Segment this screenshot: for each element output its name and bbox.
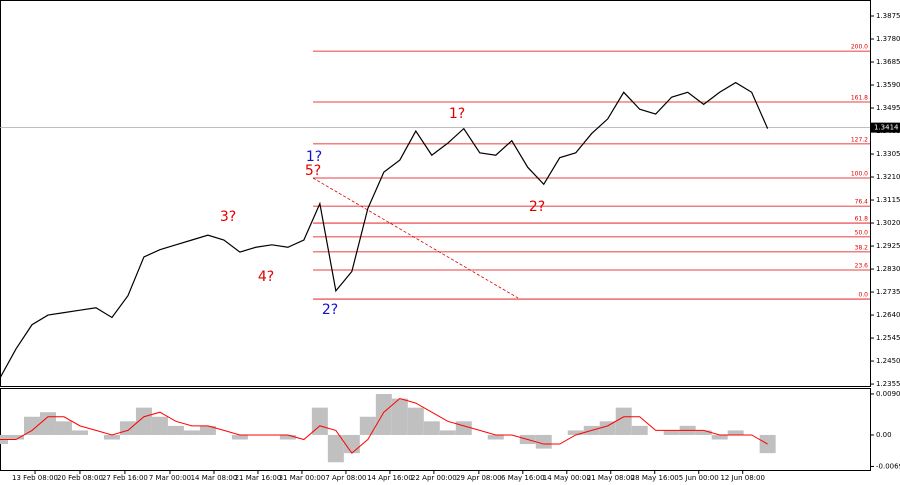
y-tick-label: 0.00901 bbox=[876, 390, 900, 398]
y-tick-label: 1.2925 bbox=[876, 242, 900, 250]
macd-bar bbox=[343, 434, 360, 454]
y-tick-label: 1.2355 bbox=[876, 380, 900, 388]
price-line bbox=[0, 81, 769, 379]
macd-bar bbox=[455, 421, 472, 435]
wave-label: 5? bbox=[305, 163, 321, 179]
x-tick-label: 5 Jun 00:00 bbox=[679, 474, 719, 482]
macd-panel bbox=[0, 388, 871, 471]
macd-bar bbox=[327, 434, 344, 463]
x-tick-label: 21 May 08:00 bbox=[587, 474, 635, 482]
x-tick-label: 27 Feb 16:00 bbox=[102, 474, 148, 482]
y-tick-label: 1.3210 bbox=[876, 173, 900, 181]
macd-bar bbox=[535, 434, 552, 449]
price-panel bbox=[0, 0, 871, 387]
macd-bar bbox=[391, 398, 408, 435]
macd-bar bbox=[7, 434, 24, 440]
macd-bar bbox=[119, 421, 136, 435]
y-tick-label: 1.3875 bbox=[876, 12, 900, 20]
fib-label: 127.2 bbox=[851, 136, 868, 143]
macd-bar bbox=[727, 430, 744, 435]
wave-label: 4? bbox=[258, 269, 274, 285]
macd-bar bbox=[183, 430, 200, 435]
fib-label: 200.0 bbox=[851, 44, 868, 51]
y-tick-label: 0.00 bbox=[876, 431, 892, 439]
y-tick-label: 1.2545 bbox=[876, 334, 900, 342]
wave-label: 2? bbox=[529, 199, 545, 215]
y-tick-label: 1.3305 bbox=[876, 150, 900, 158]
macd-bar bbox=[711, 434, 728, 440]
wave-label: 1? bbox=[449, 106, 465, 122]
fib-label: 0.0 bbox=[858, 292, 868, 299]
current-price-box bbox=[871, 122, 900, 133]
fib-label: 100.0 bbox=[851, 171, 868, 178]
macd-bar bbox=[407, 407, 424, 435]
wave-label: 3? bbox=[220, 209, 236, 225]
y-tick-label: 1.2735 bbox=[876, 288, 900, 296]
current-price-label: 1.3414 bbox=[874, 124, 899, 132]
x-tick-label: 28 May 16:00 bbox=[631, 474, 679, 482]
macd-bar bbox=[359, 416, 376, 435]
macd-bar bbox=[55, 421, 72, 435]
macd-bar bbox=[439, 430, 456, 435]
x-tick-label: 12 Jun 08:00 bbox=[720, 474, 764, 482]
x-tick-label: 20 Feb 08:00 bbox=[57, 474, 103, 482]
fib-label: 161.8 bbox=[851, 94, 868, 101]
signal-line bbox=[0, 398, 768, 454]
macd-bar bbox=[567, 430, 584, 435]
macd-bar bbox=[631, 425, 648, 435]
macd-bar bbox=[103, 434, 120, 440]
macd-bar bbox=[199, 425, 216, 435]
y-tick-label: -0.00692 bbox=[876, 462, 900, 470]
macd-bar bbox=[71, 430, 88, 435]
x-tick-label: 7 Apr 08:00 bbox=[325, 474, 366, 482]
macd-bar bbox=[39, 412, 56, 435]
x-tick-label: 14 Apr 16:00 bbox=[367, 474, 413, 482]
x-tick-label: 22 Apr 00:00 bbox=[411, 474, 457, 482]
y-tick-label: 1.2830 bbox=[876, 265, 900, 273]
y-tick-label: 1.3590 bbox=[876, 81, 900, 89]
macd-bar bbox=[759, 434, 776, 454]
macd-bar bbox=[487, 434, 504, 440]
x-tick-label: 14 Mar 08:00 bbox=[191, 474, 238, 482]
macd-bar bbox=[167, 425, 184, 435]
wave-label: 2? bbox=[322, 302, 338, 318]
x-tick-label: 7 Mar 00:00 bbox=[149, 474, 191, 482]
x-tick-label: 6 May 16:00 bbox=[501, 474, 545, 482]
macd-bar bbox=[311, 407, 328, 435]
macd-bar bbox=[231, 434, 248, 440]
y-tick-label: 1.3495 bbox=[876, 104, 900, 112]
macd-bar bbox=[151, 416, 168, 435]
y-tick-label: 1.3115 bbox=[876, 196, 900, 204]
macd-bar bbox=[23, 416, 40, 435]
x-tick-label: 14 May 00:00 bbox=[543, 474, 591, 482]
y-tick-label: 1.3780 bbox=[876, 35, 900, 43]
x-tick-label: 31 Mar 00:00 bbox=[279, 474, 326, 482]
macd-bar bbox=[615, 407, 632, 435]
x-tick-label: 29 Apr 08:00 bbox=[456, 474, 502, 482]
x-tick-label: 13 Feb 08:00 bbox=[12, 474, 58, 482]
fib-label: 76.4 bbox=[855, 199, 869, 206]
y-tick-label: 1.2640 bbox=[876, 311, 900, 319]
fib-label: 61.8 bbox=[855, 216, 869, 223]
x-tick-label: 21 Mar 16:00 bbox=[235, 474, 282, 482]
fib-label: 23.6 bbox=[855, 263, 869, 270]
wave-label: 1? bbox=[306, 149, 322, 165]
trend-line bbox=[312, 177, 519, 299]
macd-bar bbox=[663, 430, 680, 435]
macd-bar bbox=[375, 394, 392, 435]
macd-bar bbox=[279, 434, 296, 440]
macd-bar bbox=[695, 430, 712, 435]
macd-bar bbox=[423, 421, 440, 435]
fib-label: 50.0 bbox=[855, 229, 869, 236]
macd-bar bbox=[599, 421, 616, 435]
y-tick-label: 1.3020 bbox=[876, 219, 900, 227]
macd-bar bbox=[135, 407, 152, 435]
y-tick-label: 1.3685 bbox=[876, 58, 900, 66]
fib-label: 38.2 bbox=[855, 244, 869, 251]
y-tick-label: 1.2450 bbox=[876, 357, 900, 365]
